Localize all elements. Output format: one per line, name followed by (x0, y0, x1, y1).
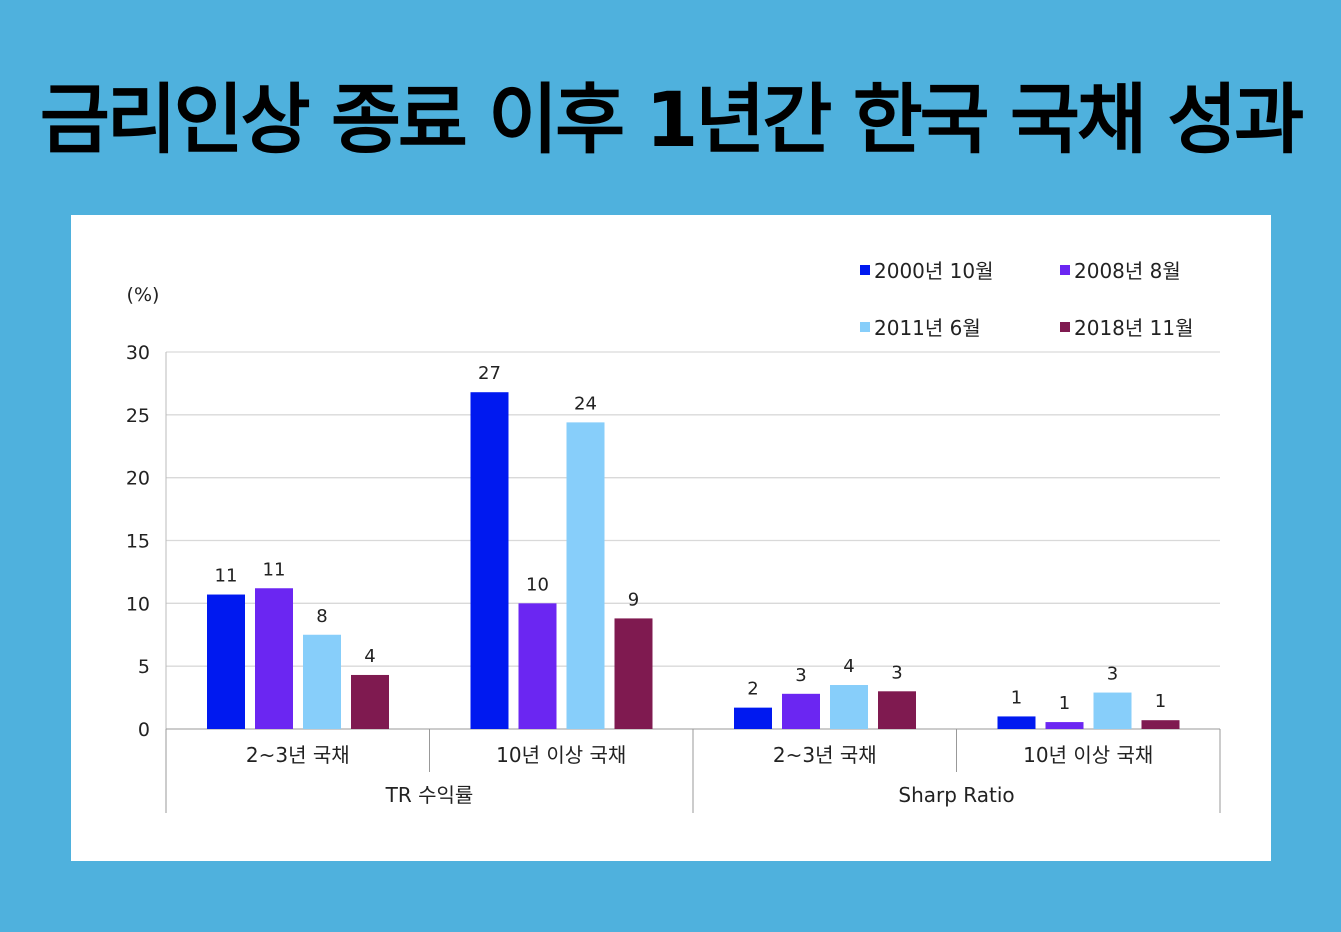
data-label: 9 (628, 589, 639, 610)
x-category-label: 10년 이상 국채 (496, 743, 626, 767)
page-title: 금리인상 종료 이후 1년간 한국 국채 성과 (39, 75, 1304, 164)
bar (518, 603, 557, 729)
y-tick-label: 10 (126, 593, 150, 615)
bar (997, 716, 1036, 729)
legend-swatch (860, 265, 870, 275)
data-label: 4 (843, 656, 854, 677)
y-tick-label: 15 (126, 531, 150, 553)
x-category-label: 2~3년 국채 (773, 743, 877, 767)
bar (470, 392, 509, 729)
legend-swatch (1060, 265, 1070, 275)
legend-label: 2000년 10월 (874, 259, 994, 283)
bar (566, 422, 605, 729)
data-label: 27 (478, 363, 501, 384)
x-group-label: TR 수익률 (385, 783, 474, 807)
unit-label: (%) (127, 284, 160, 306)
bar (734, 707, 772, 729)
legend-swatch (860, 322, 870, 332)
y-tick-label: 5 (138, 656, 150, 678)
data-label: 8 (316, 606, 327, 627)
data-label: 3 (891, 662, 902, 683)
y-tick-label: 0 (138, 719, 150, 741)
y-tick-label: 20 (126, 468, 150, 490)
bar (1093, 692, 1132, 729)
bar (1045, 722, 1084, 729)
bar (303, 634, 341, 729)
y-tick-label: 25 (126, 405, 150, 427)
legend-label: 2008년 8월 (1074, 259, 1181, 283)
data-label: 24 (574, 393, 597, 414)
bar (782, 693, 820, 729)
chart-panel (71, 215, 1271, 861)
data-label: 11 (215, 566, 238, 587)
x-category-label: 10년 이상 국채 (1023, 743, 1153, 767)
bar (1141, 720, 1180, 729)
data-label: 3 (1107, 664, 1118, 685)
legend-label: 2011년 6월 (874, 316, 981, 340)
bar (830, 685, 868, 729)
legend-swatch (1060, 322, 1070, 332)
bar (878, 691, 916, 729)
data-label: 10 (526, 574, 549, 595)
bar (614, 618, 653, 729)
bar (255, 588, 293, 729)
data-label: 1 (1011, 687, 1022, 708)
data-label: 11 (263, 559, 286, 580)
data-label: 3 (795, 665, 806, 686)
data-label: 1 (1155, 691, 1166, 712)
data-label: 4 (364, 646, 375, 667)
bar (207, 594, 245, 729)
bar (351, 674, 389, 729)
y-tick-label: 30 (126, 342, 150, 364)
legend-label: 2018년 11월 (1074, 316, 1194, 340)
x-category-label: 2~3년 국채 (246, 743, 350, 767)
x-group-label: Sharp Ratio (898, 783, 1014, 807)
data-label: 2 (747, 679, 758, 700)
data-label: 1 (1059, 693, 1070, 714)
